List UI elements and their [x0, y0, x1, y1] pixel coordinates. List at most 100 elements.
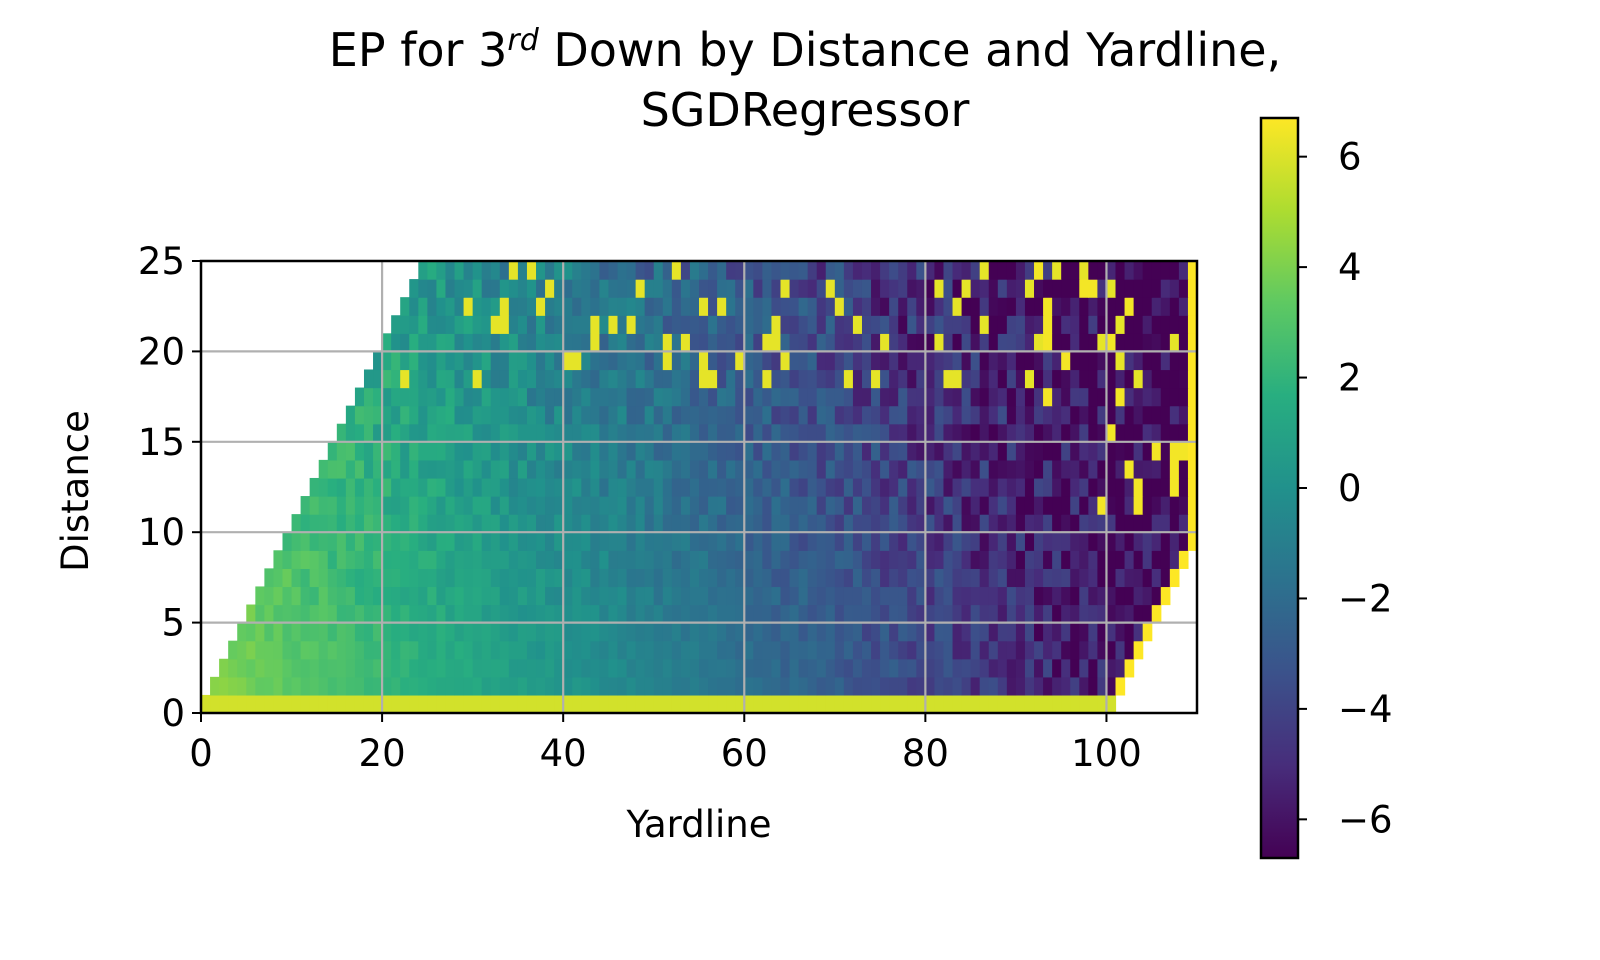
heatmap-cell [508, 604, 519, 624]
heatmap-cell [563, 586, 573, 606]
heatmap-cell [744, 423, 754, 443]
heatmap-cell [952, 676, 963, 696]
heatmap-cell [499, 441, 510, 461]
heatmap-cell [988, 459, 999, 479]
heatmap-cell [880, 369, 890, 389]
heatmap-cell [689, 514, 700, 533]
heatmap-cell [771, 694, 782, 714]
heatmap-cell [517, 423, 528, 443]
heatmap-cell [1088, 279, 1098, 298]
heatmap-cell [762, 622, 773, 642]
heatmap-cell [934, 694, 945, 714]
heatmap-cell [807, 658, 818, 678]
heatmap-cell [400, 550, 410, 569]
heatmap-cell [907, 568, 917, 588]
heatmap-cell [1187, 496, 1198, 515]
heatmap-cell [490, 532, 501, 551]
heatmap-cell [481, 369, 492, 389]
heatmap-cell [952, 532, 963, 551]
heatmap-cell [852, 532, 863, 551]
heatmap-cell [699, 405, 709, 425]
heatmap-cell [1097, 351, 1108, 371]
heatmap-cell [825, 441, 836, 461]
heatmap-cell [735, 297, 745, 316]
heatmap-cell [925, 297, 936, 316]
heatmap-cell [1124, 405, 1135, 425]
heatmap-cell [1034, 694, 1044, 714]
heatmap-cell [418, 297, 428, 316]
heatmap-cell [563, 532, 573, 551]
heatmap-cell [1024, 297, 1035, 316]
heatmap-cell [264, 694, 275, 714]
heatmap-cell [816, 297, 827, 316]
heatmap-cell [237, 658, 247, 678]
heatmap-cell [952, 315, 963, 334]
heatmap-cell [1160, 387, 1171, 407]
heatmap-cell [1115, 423, 1126, 443]
heatmap-cell [952, 477, 963, 497]
heatmap-cell [1015, 532, 1026, 551]
heatmap-cell [1160, 477, 1171, 497]
heatmap-cell [861, 658, 872, 678]
heatmap-cell [391, 496, 401, 515]
heatmap-cell [409, 297, 419, 316]
heatmap-cell [318, 622, 329, 642]
heatmap-cell [843, 658, 854, 678]
heatmap-cell [1088, 622, 1098, 642]
heatmap-cell [708, 333, 718, 352]
heatmap-cell [1015, 550, 1026, 569]
heatmap-cell [318, 604, 329, 624]
heatmap-cell [608, 496, 619, 515]
heatmap-cell [581, 315, 591, 334]
heatmap-cell [373, 640, 383, 660]
heatmap-cell [554, 496, 564, 515]
heatmap-cell [662, 514, 673, 533]
heatmap-cell [599, 369, 610, 389]
heatmap-cell [418, 568, 428, 588]
heatmap-cell [563, 459, 573, 479]
heatmap-cell [861, 333, 872, 352]
heatmap-cell [590, 477, 600, 497]
heatmap-cell [1106, 640, 1117, 660]
heatmap-cell [952, 459, 963, 479]
heatmap-cell [653, 261, 664, 280]
heatmap-cell [880, 640, 890, 660]
heatmap-cell [970, 369, 981, 389]
heatmap-cell [481, 658, 492, 678]
y-tick-label: 25 [138, 240, 185, 283]
heatmap-cell [409, 477, 419, 497]
heatmap-cell [798, 405, 809, 425]
heatmap-cell [671, 405, 682, 425]
heatmap-cell [1124, 550, 1135, 569]
heatmap-cell [626, 297, 637, 316]
heatmap-cell [689, 658, 700, 678]
heatmap-cell [1142, 387, 1153, 407]
heatmap-cell [871, 423, 881, 443]
heatmap-cell [572, 514, 582, 533]
heatmap-cell [436, 676, 447, 696]
heatmap-cell [536, 532, 546, 551]
heatmap-cell [726, 694, 736, 714]
heatmap-cell [762, 532, 773, 551]
heatmap-cell [889, 694, 899, 714]
heatmap-cell [526, 333, 537, 352]
heatmap-cell [744, 333, 754, 352]
heatmap-cell [354, 441, 365, 461]
heatmap-cell [671, 694, 682, 714]
heatmap-cell [1151, 261, 1162, 280]
heatmap-cell [871, 676, 881, 696]
heatmap-cell [780, 315, 791, 334]
heatmap-cell [1070, 550, 1080, 569]
heatmap-cell [400, 315, 410, 334]
heatmap-cell [608, 532, 619, 551]
heatmap-cell [825, 658, 836, 678]
heatmap-cell [409, 550, 419, 569]
heatmap-cell [699, 532, 709, 551]
heatmap-cell [898, 297, 908, 316]
heatmap-cell [952, 279, 963, 298]
heatmap-cell [1034, 279, 1044, 298]
heatmap-cell [1187, 477, 1198, 497]
heatmap-cell [445, 405, 456, 425]
heatmap-cell [644, 405, 655, 425]
heatmap-cell [472, 640, 483, 660]
